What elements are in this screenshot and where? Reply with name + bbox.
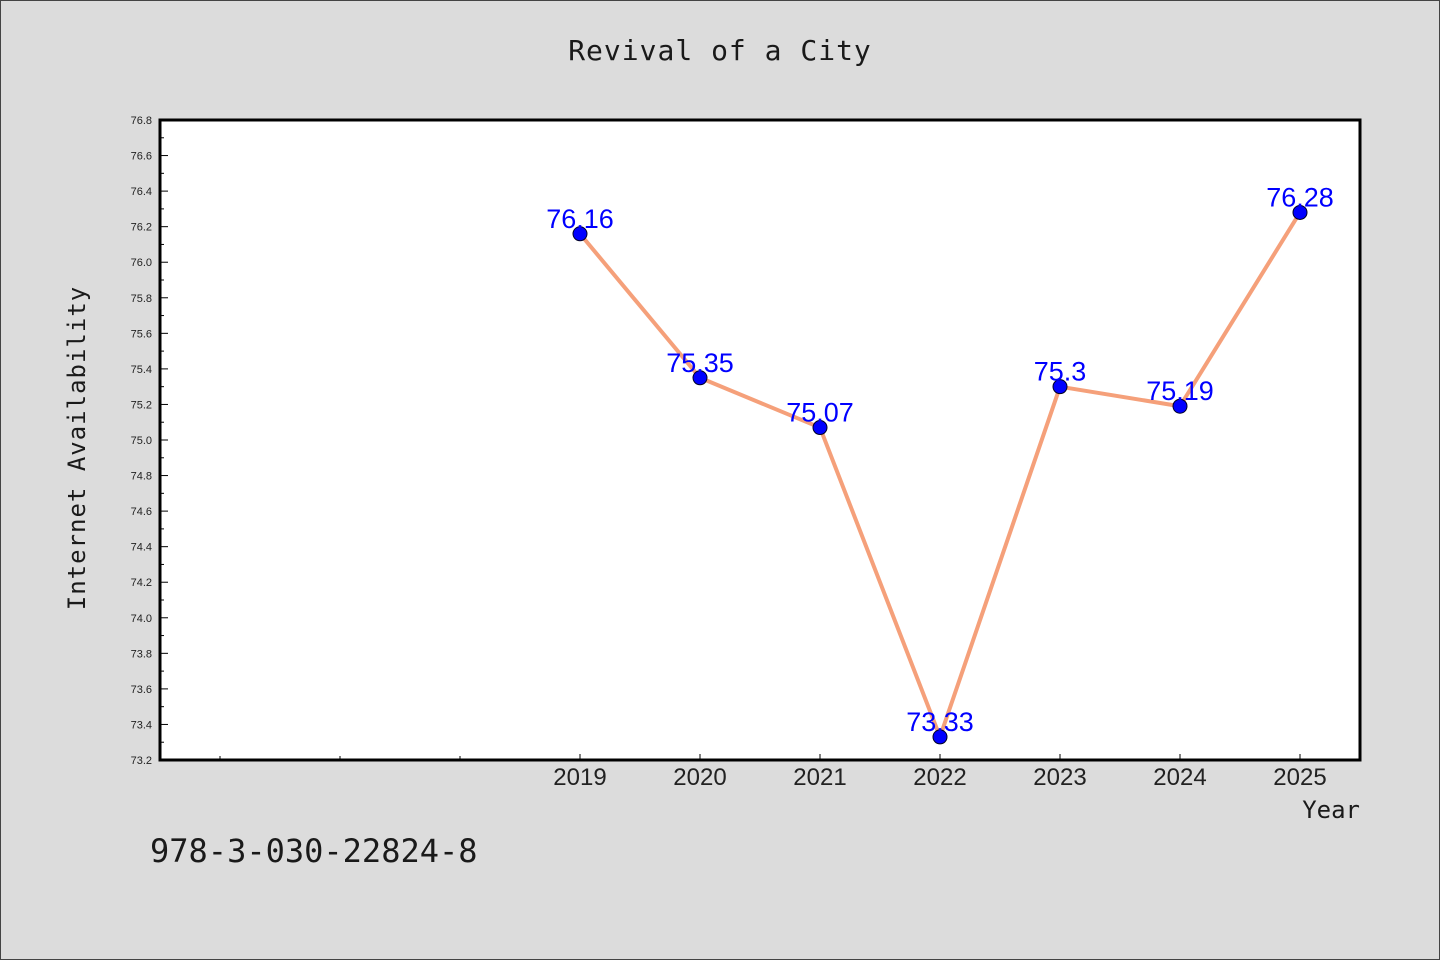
y-tick-label: 73.4 [131, 719, 152, 731]
x-tick-label: 2019 [553, 764, 606, 791]
y-tick-label: 75.6 [131, 328, 152, 340]
plot-area [160, 120, 1360, 760]
y-tick-label: 76.8 [131, 115, 152, 127]
data-label: 75.19 [1146, 376, 1214, 406]
x-axis-title: Year [1302, 796, 1360, 824]
y-tick-label: 75.4 [131, 364, 152, 376]
y-tick-label: 74.8 [131, 471, 152, 483]
y-tick-label: 73.2 [131, 755, 152, 767]
x-tick-label: 2020 [673, 764, 726, 791]
y-tick-label: 75.8 [131, 293, 152, 305]
data-point [1052, 379, 1068, 395]
y-tick-label: 74.0 [131, 613, 152, 625]
data-label: 75.35 [666, 348, 734, 378]
data-point [692, 370, 708, 386]
data-label: 75.3 [1034, 357, 1087, 387]
data-label: 73.33 [906, 707, 974, 737]
y-tick-label: 76.0 [131, 257, 152, 269]
x-tick-label: 2024 [1153, 764, 1206, 791]
x-tick-label: 2022 [913, 764, 966, 791]
isbn-footer: 978-3-030-22824-8 [150, 832, 478, 870]
y-tick-label: 75.0 [131, 435, 152, 447]
y-tick-label: 74.4 [131, 542, 152, 554]
plot-border [158, 118, 1362, 762]
data-point [1172, 398, 1188, 414]
data-label: 75.07 [786, 398, 854, 428]
data-label: 76.16 [546, 204, 614, 234]
y-tick-label: 76.6 [131, 151, 152, 163]
x-tick-label: 2023 [1033, 764, 1086, 791]
y-tick-label: 76.2 [131, 222, 152, 234]
y-tick-label: 73.8 [131, 648, 152, 660]
y-tick-label: 74.6 [131, 506, 152, 518]
x-tick-label: 2021 [793, 764, 846, 791]
y-tick-label: 74.2 [131, 577, 152, 589]
data-point [932, 729, 948, 745]
data-point [1292, 204, 1308, 220]
chart-title: Revival of a City [568, 34, 872, 67]
data-point [572, 226, 588, 242]
data-label: 76.28 [1266, 182, 1334, 212]
y-tick-label: 76.4 [131, 186, 152, 198]
data-point [812, 420, 828, 436]
y-tick-label: 73.6 [131, 684, 152, 696]
x-tick-label: 2025 [1273, 764, 1326, 791]
y-tick-label: 75.2 [131, 399, 152, 411]
